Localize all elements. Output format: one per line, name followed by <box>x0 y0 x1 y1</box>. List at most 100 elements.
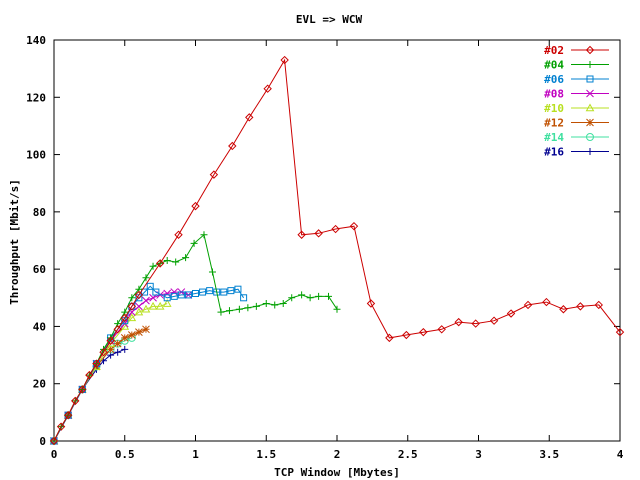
axis-ticks <box>53 39 621 442</box>
y-axis-label: Throughput [Mbit/s] <box>8 179 21 305</box>
data-point <box>135 302 143 311</box>
data-point <box>594 300 603 310</box>
data-point <box>206 287 214 295</box>
legend-label: #12 <box>544 117 564 130</box>
data-point <box>506 309 516 318</box>
legend-marker <box>586 89 594 98</box>
data-point <box>113 325 122 334</box>
data-point <box>228 141 237 151</box>
legend-item-08: #08 <box>544 88 609 101</box>
x-tick-label: 0.5 <box>115 448 135 461</box>
data-point <box>349 221 359 231</box>
legend-item-02: #02 <box>544 44 609 57</box>
data-point <box>114 348 122 356</box>
data-point <box>113 339 122 348</box>
x-tick-label: 4 <box>617 448 624 461</box>
data-point <box>240 294 248 302</box>
data-point <box>234 285 242 293</box>
data-point <box>263 84 272 93</box>
data-point <box>437 325 446 334</box>
data-point <box>523 300 533 310</box>
x-tick-label: 2.5 <box>398 448 418 461</box>
data-point <box>135 328 143 337</box>
data-point <box>141 288 149 296</box>
data-point <box>120 334 129 342</box>
data-point <box>200 231 208 239</box>
legend-item-14: #14 <box>544 131 609 144</box>
y-tick-label: 80 <box>33 206 46 219</box>
data-point <box>454 317 463 327</box>
y-tick-label: 0 <box>39 435 46 448</box>
data-point <box>366 299 376 308</box>
y-tick-label: 100 <box>26 149 46 162</box>
data-point <box>262 300 270 308</box>
x-tick-label: 3.5 <box>539 448 559 461</box>
series-layer <box>49 55 625 446</box>
legend-marker <box>586 148 594 155</box>
legend-item-06: #06 <box>544 73 609 86</box>
data-point <box>63 411 73 420</box>
data-point <box>172 258 180 266</box>
legend-label: #02 <box>544 44 564 57</box>
data-point <box>615 327 625 337</box>
series-02-line <box>53 58 621 442</box>
data-point <box>280 55 289 65</box>
data-point <box>141 304 151 313</box>
y-tick-label: 140 <box>26 34 46 47</box>
data-point <box>245 113 254 122</box>
legend-marker <box>586 118 594 127</box>
data-point <box>471 319 480 328</box>
data-point <box>279 300 287 308</box>
data-point <box>127 313 137 322</box>
y-tick-label: 120 <box>26 91 46 104</box>
data-point <box>419 327 428 337</box>
data-point <box>134 307 144 316</box>
data-point <box>106 345 115 354</box>
data-point <box>155 301 165 310</box>
x-tick-label: 1.5 <box>256 448 276 461</box>
data-point <box>252 302 260 310</box>
chart-title: EVL => WCW <box>296 13 363 26</box>
data-point <box>163 289 172 298</box>
data-point <box>213 288 221 296</box>
data-point <box>209 170 219 179</box>
data-point <box>559 305 568 314</box>
legend-item-12: #12 <box>544 117 609 130</box>
legend-marker <box>586 61 594 68</box>
data-point <box>225 307 233 315</box>
x-tick-label: 1 <box>192 448 199 461</box>
data-point <box>325 292 333 300</box>
data-point <box>163 294 171 302</box>
data-point <box>385 333 394 343</box>
legend-item-16: #16 <box>544 146 609 159</box>
y-tick-label: 60 <box>33 263 46 276</box>
data-point <box>191 201 200 211</box>
legend-label: #06 <box>544 73 564 86</box>
data-point <box>306 294 314 302</box>
legend-item-04: #04 <box>544 59 609 72</box>
data-point <box>244 304 252 312</box>
data-point <box>128 294 136 302</box>
x-axis-label: TCP Window [Mbytes] <box>274 466 400 479</box>
y-tick-label: 40 <box>33 320 46 333</box>
data-point <box>127 331 136 339</box>
x-tick-label: 0 <box>51 448 58 461</box>
data-point <box>142 296 150 305</box>
legend: #02 #04#06 #08#10 #12#14 #16 <box>544 44 609 159</box>
data-point <box>220 288 228 296</box>
data-point <box>227 287 235 295</box>
legend-label: #16 <box>544 146 564 159</box>
y-tick-labels: 0 20 40 60 80 100 120 140 <box>26 34 46 448</box>
data-point <box>271 301 279 309</box>
data-point <box>333 305 341 313</box>
data-point <box>142 325 150 334</box>
data-point <box>92 359 101 368</box>
data-point <box>162 298 172 307</box>
series-02 <box>49 55 625 446</box>
data-point <box>127 302 137 311</box>
data-point <box>134 290 144 300</box>
data-point <box>297 230 306 239</box>
data-point <box>208 268 216 276</box>
